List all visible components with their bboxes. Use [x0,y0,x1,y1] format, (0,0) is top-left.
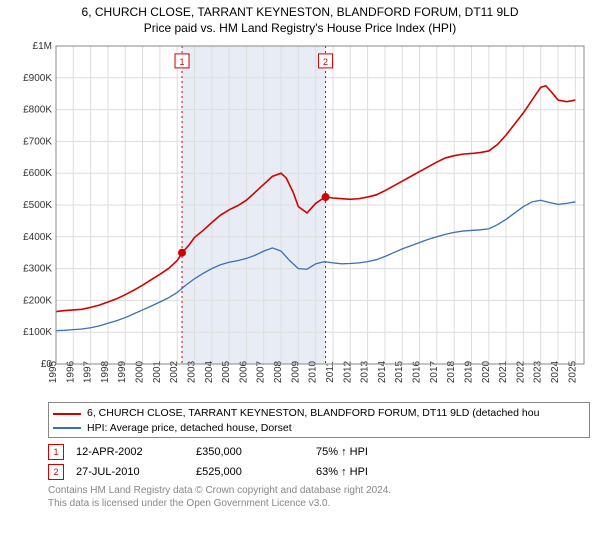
transaction-marker: 1 [48,444,64,460]
footer-attribution: Contains HM Land Registry data © Crown c… [48,484,590,510]
transaction-marker: 2 [48,464,64,480]
transaction-row: 2 27-JUL-2010£525,00063% ↑ HPI [48,464,590,480]
transaction-date: 27-JUL-2010 [76,466,196,478]
legend: 6, CHURCH CLOSE, TARRANT KEYNESTON, BLAN… [48,402,590,437]
svg-text:£900K: £900K [23,73,52,84]
transaction-hpi: 63% ↑ HPI [316,466,416,478]
transaction-price: £350,000 [196,446,316,458]
transaction-row: 1 12-APR-2002£350,00075% ↑ HPI [48,444,590,460]
title-subtitle: Price paid vs. HM Land Registry's House … [0,20,600,36]
legend-swatch [53,427,81,429]
svg-text:£800K: £800K [23,105,52,116]
svg-text:2: 2 [323,57,328,67]
transaction-hpi: 75% ↑ HPI [316,446,416,458]
svg-text:£500K: £500K [23,200,52,211]
svg-text:£300K: £300K [23,264,52,275]
svg-text:£600K: £600K [23,169,52,180]
svg-text:£1M: £1M [33,41,52,52]
transaction-date: 12-APR-2002 [76,446,196,458]
title-address: 6, CHURCH CLOSE, TARRANT KEYNESTON, BLAN… [0,4,600,20]
legend-row: HPI: Average price, detached house, Dors… [53,421,585,436]
footer-line2: This data is licensed under the Open Gov… [48,497,590,510]
svg-text:£400K: £400K [23,232,52,243]
svg-text:1: 1 [180,57,185,67]
transaction-price: £525,000 [196,466,316,478]
svg-text:£700K: £700K [23,137,52,148]
legend-label: 6, CHURCH CLOSE, TARRANT KEYNESTON, BLAN… [87,406,539,421]
transactions-table: 1 12-APR-2002£350,00075% ↑ HPI 2 27-JUL-201… [48,444,590,480]
legend-label: HPI: Average price, detached house, Dors… [87,421,292,436]
legend-swatch [53,413,81,415]
footer-line1: Contains HM Land Registry data © Crown c… [48,484,590,497]
svg-text:£100K: £100K [23,328,52,339]
price-chart: £0£100K£200K£300K£400K£500K£600K£700K£80… [10,38,590,398]
legend-row: 6, CHURCH CLOSE, TARRANT KEYNESTON, BLAN… [53,406,585,421]
svg-text:£200K: £200K [23,296,52,307]
